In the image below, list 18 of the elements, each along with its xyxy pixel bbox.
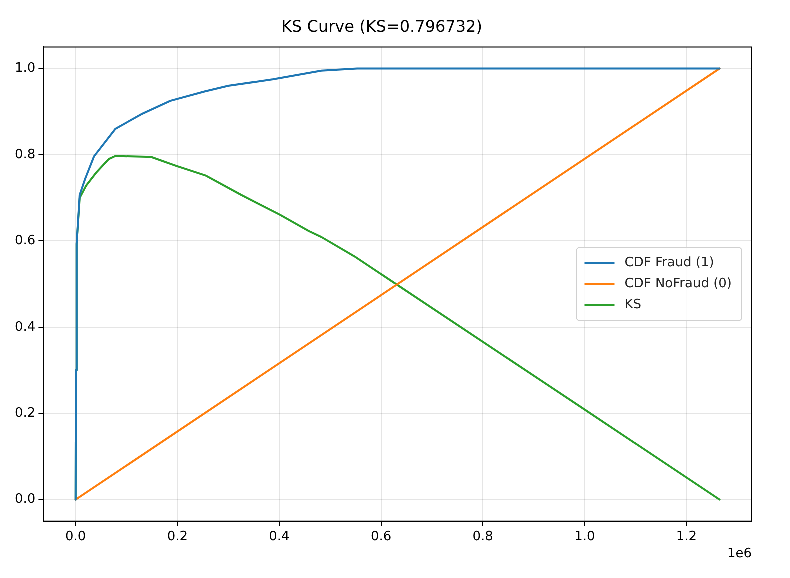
x-tick-label: 0.4 (269, 530, 290, 545)
y-tick-label: 0.8 (14, 147, 36, 162)
legend-label: CDF Fraud (1) (624, 256, 714, 271)
x-tick-label: 0.6 (370, 530, 392, 545)
y-tick-label: 1.0 (14, 61, 36, 76)
y-tick-label: 0.0 (14, 492, 36, 508)
y-tick-label: 0.6 (14, 234, 36, 249)
x-tick-label: 0.8 (472, 530, 494, 545)
y-tick-label: 0.2 (14, 406, 36, 421)
chart-title: KS Curve (KS=0.796732) (282, 16, 482, 36)
legend-label: KS (624, 298, 642, 313)
text: 1e6 (727, 546, 752, 562)
x-tick-label: 0.0 (66, 530, 86, 545)
x-tick-label: 1.2 (676, 530, 698, 545)
y-tick-label: 0.4 (14, 320, 36, 335)
x-tick-label: 1.0 (574, 530, 596, 545)
x-tick-label: 0.2 (167, 530, 188, 545)
legend-label: CDF NoFraud (0) (624, 276, 732, 292)
